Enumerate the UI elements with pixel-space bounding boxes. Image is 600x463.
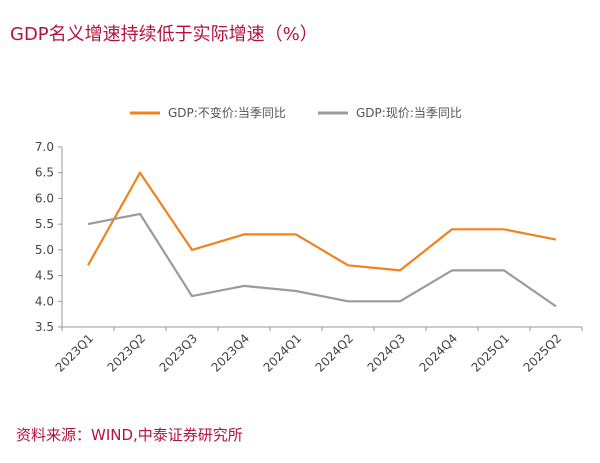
- legend-label-1: GDP:不变价:当季同比: [168, 105, 286, 120]
- x-tick-label: 2023Q2: [105, 331, 149, 375]
- x-tick-label: 2024Q4: [417, 331, 461, 375]
- y-tick-label: 6.5: [35, 166, 54, 180]
- x-tick-label: 2024Q3: [365, 331, 409, 375]
- y-tick-label: 6.0: [35, 191, 54, 205]
- x-tick-label: 2024Q2: [313, 331, 357, 375]
- x-tick-label: 2023Q4: [209, 331, 253, 375]
- y-tick-label: 7.0: [35, 140, 54, 154]
- x-tick-label: 2025Q1: [469, 331, 513, 375]
- legend: GDP:不变价:当季同比 GDP:现价:当季同比: [130, 105, 462, 120]
- y-tick-label: 3.5: [35, 320, 54, 334]
- x-tick-label: 2023Q1: [53, 331, 97, 375]
- y-tick-label: 5.0: [35, 243, 54, 257]
- series-lines: [87, 171, 557, 308]
- series-line-1: [87, 171, 557, 272]
- y-tick-label: 4.0: [35, 294, 54, 308]
- x-tick-label: 2023Q3: [157, 331, 201, 375]
- y-tick-label: 5.5: [35, 217, 54, 231]
- legend-label-2: GDP:现价:当季同比: [356, 106, 462, 120]
- series-line-2: [87, 212, 557, 308]
- y-tick-label: 4.5: [35, 269, 54, 283]
- x-tick-label: 2025Q2: [521, 331, 565, 375]
- source-note: 资料来源：WIND,中泰证券研究所: [16, 426, 243, 444]
- x-tick-label: 2024Q1: [261, 331, 305, 375]
- chart-title: GDP名义增速持续低于实际增速（%）: [10, 24, 318, 45]
